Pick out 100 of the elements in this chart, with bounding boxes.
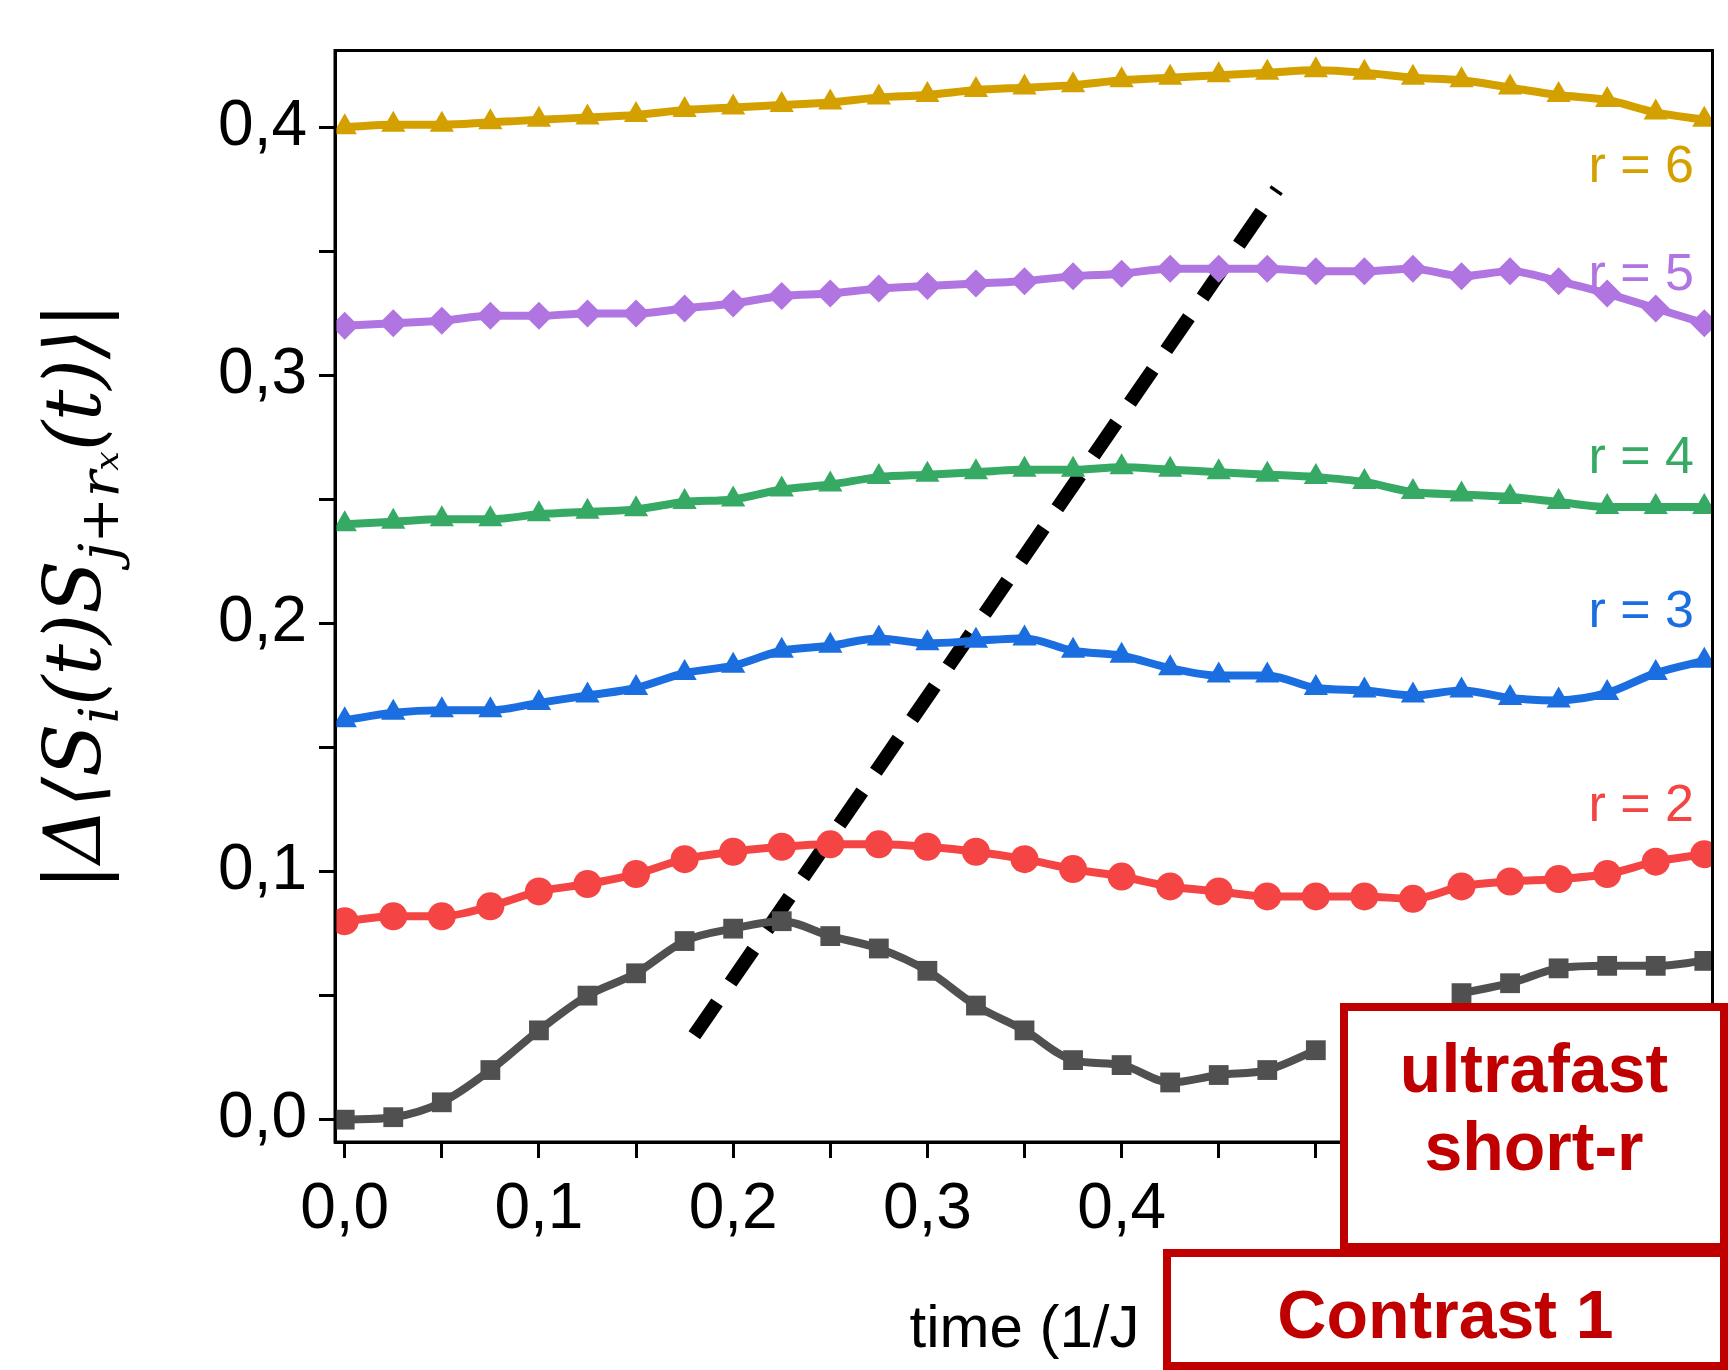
point xyxy=(1060,71,1086,93)
y-tick-label: 0,0 xyxy=(218,1079,307,1152)
y-axis-title: |Δ⟨Si(t)Sj+rₓ(t)⟩| xyxy=(28,302,131,890)
point xyxy=(1255,661,1280,683)
point xyxy=(1257,1060,1278,1080)
point xyxy=(769,636,794,658)
point xyxy=(1449,480,1474,502)
point xyxy=(1208,1065,1229,1085)
point xyxy=(1451,983,1472,1004)
point xyxy=(1496,867,1525,896)
point xyxy=(672,659,697,681)
point xyxy=(915,81,940,103)
point xyxy=(1206,61,1231,83)
point xyxy=(961,837,990,866)
point xyxy=(1012,455,1037,477)
point xyxy=(1109,641,1134,663)
point xyxy=(723,918,744,939)
point xyxy=(913,832,942,861)
point xyxy=(866,463,891,485)
point xyxy=(670,845,699,874)
point xyxy=(1301,882,1330,911)
point xyxy=(721,485,746,507)
point xyxy=(963,458,989,480)
point xyxy=(478,505,503,527)
point xyxy=(1010,845,1039,874)
point xyxy=(429,110,454,132)
point xyxy=(1643,492,1668,514)
point xyxy=(818,470,843,492)
point xyxy=(1305,1040,1326,1061)
point xyxy=(721,651,746,673)
point xyxy=(1645,955,1666,976)
series-label: r = 4 xyxy=(1588,426,1694,485)
point xyxy=(1641,847,1670,876)
point xyxy=(1109,66,1134,88)
point xyxy=(575,681,600,703)
point xyxy=(1449,676,1474,698)
point xyxy=(1400,63,1426,85)
point xyxy=(674,931,695,951)
point xyxy=(1544,865,1573,894)
point xyxy=(868,938,889,959)
y-tick-label: 0,1 xyxy=(218,831,307,904)
y-tick-label: 0,3 xyxy=(218,335,307,408)
point xyxy=(818,88,843,110)
point xyxy=(1158,654,1183,676)
point xyxy=(1111,1055,1132,1075)
x-tick-label: 0,1 xyxy=(494,1170,584,1243)
point xyxy=(1158,63,1183,85)
x-tick-label: 0,2 xyxy=(688,1170,778,1243)
point xyxy=(769,475,794,497)
y-tick-label: 0,4 xyxy=(218,86,307,159)
point xyxy=(1500,973,1520,994)
point xyxy=(1595,86,1620,108)
point xyxy=(526,500,552,522)
series-label: r = 3 xyxy=(1588,580,1694,639)
point xyxy=(966,995,986,1016)
point xyxy=(476,892,505,921)
point xyxy=(915,629,940,651)
point xyxy=(1206,661,1231,683)
point xyxy=(1352,58,1377,80)
x-tick-label: 0,3 xyxy=(882,1170,972,1243)
point xyxy=(1546,81,1571,103)
point xyxy=(1497,482,1523,504)
point xyxy=(864,830,893,859)
point xyxy=(771,911,792,932)
point xyxy=(820,926,841,946)
point xyxy=(1400,681,1426,703)
point xyxy=(478,696,503,718)
point xyxy=(1255,460,1280,482)
point xyxy=(577,985,598,1006)
annotation: ultrafast xyxy=(1398,1029,1670,1108)
point xyxy=(1449,66,1474,88)
point xyxy=(526,105,552,127)
point xyxy=(963,76,989,98)
point xyxy=(1059,855,1088,884)
point xyxy=(431,1092,452,1113)
point xyxy=(721,93,746,115)
series-label: r = 2 xyxy=(1588,773,1694,832)
point xyxy=(917,960,938,981)
point xyxy=(524,877,553,906)
point xyxy=(1546,487,1571,509)
point xyxy=(1497,73,1523,95)
point xyxy=(1548,958,1569,979)
point xyxy=(478,108,503,130)
annotation: short-r xyxy=(1423,1107,1645,1186)
point xyxy=(379,902,408,931)
point xyxy=(719,837,748,866)
point xyxy=(626,963,646,984)
point xyxy=(672,95,697,117)
point xyxy=(575,103,600,125)
point xyxy=(1012,624,1037,646)
point xyxy=(427,902,456,931)
point xyxy=(1255,58,1280,80)
point xyxy=(1206,458,1231,480)
point xyxy=(866,83,891,105)
point xyxy=(1156,872,1185,901)
point xyxy=(1253,882,1282,911)
point xyxy=(866,624,891,646)
point xyxy=(529,1020,549,1041)
point xyxy=(1160,1072,1181,1093)
point xyxy=(1447,872,1476,901)
